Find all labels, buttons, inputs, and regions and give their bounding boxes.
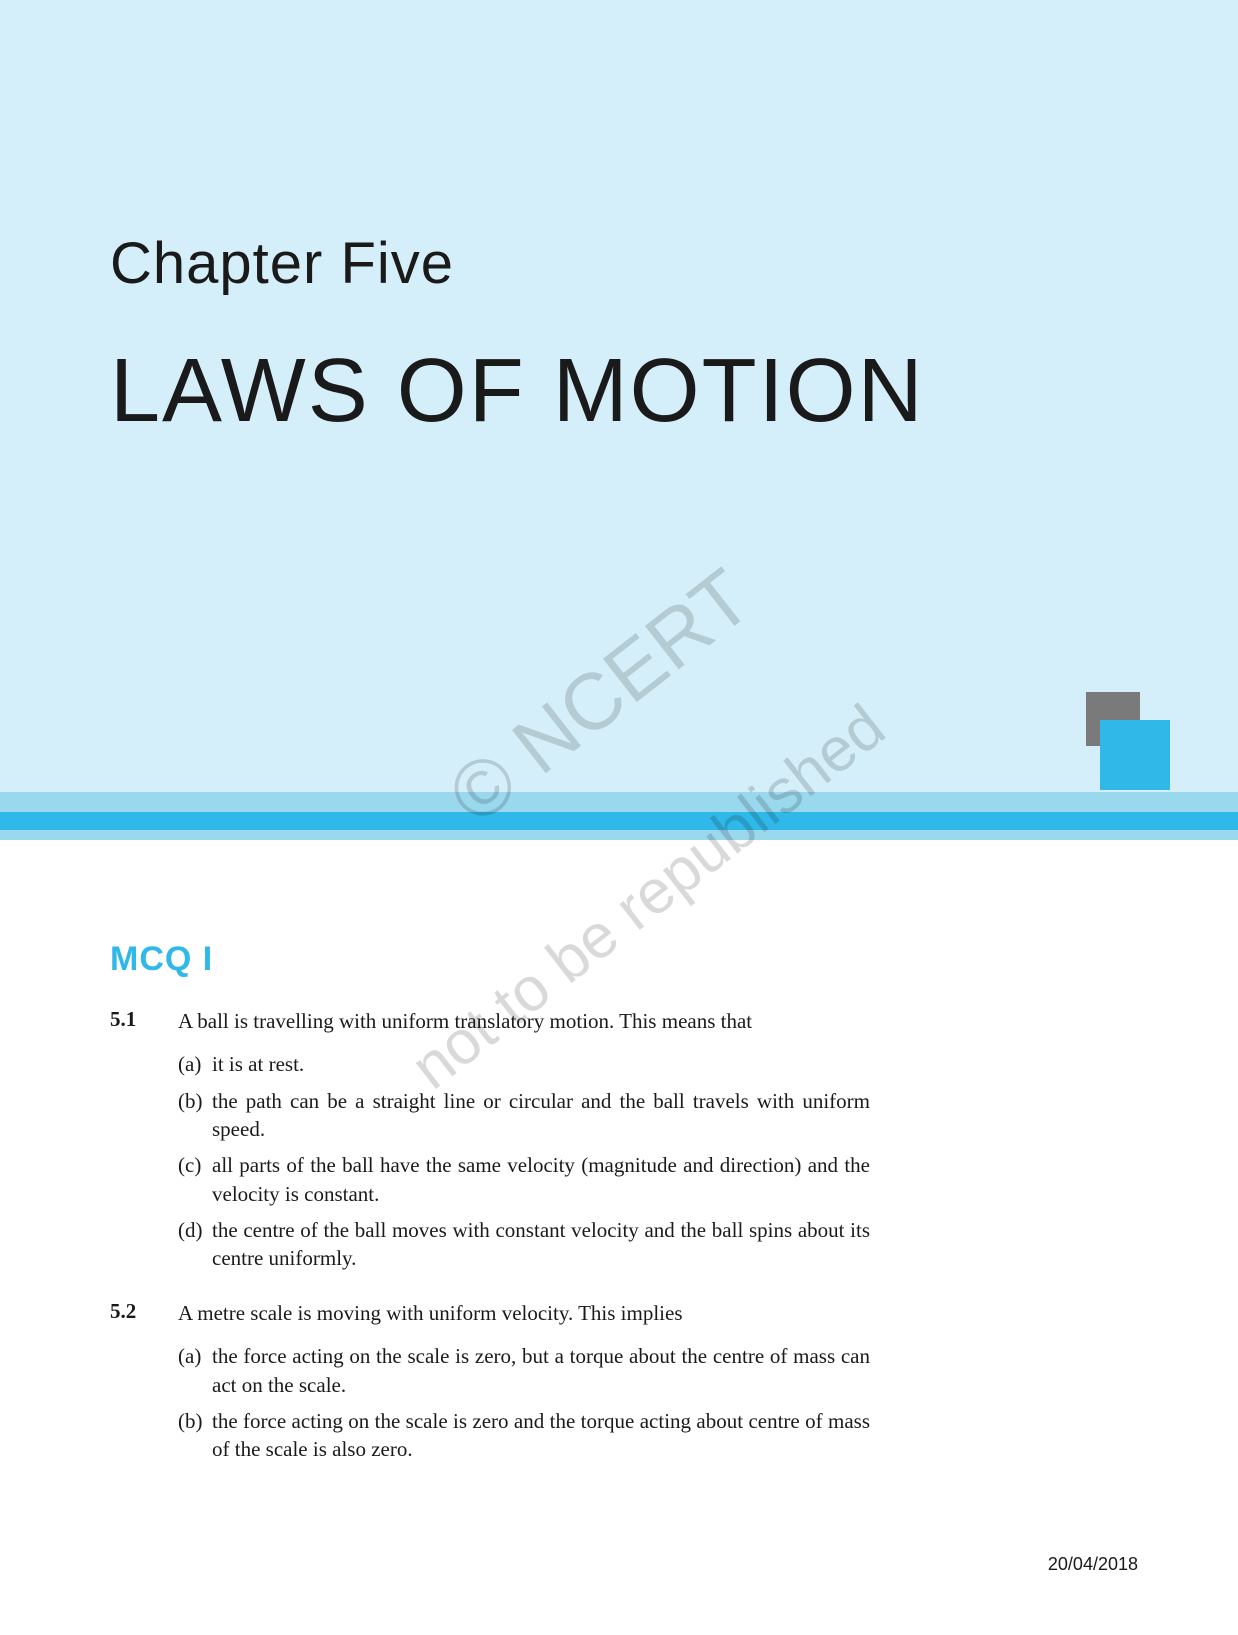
option-label: (a) xyxy=(178,1342,212,1399)
option: (b) the force acting on the scale is zer… xyxy=(178,1407,870,1464)
option-text: the centre of the ball moves with consta… xyxy=(212,1216,870,1273)
option-text: the force acting on the scale is zero an… xyxy=(212,1407,870,1464)
option: (d) the centre of the ball moves with co… xyxy=(178,1216,870,1273)
option-text: all parts of the ball have the same velo… xyxy=(212,1151,870,1208)
option: (a) the force acting on the scale is zer… xyxy=(178,1342,870,1399)
option-label: (a) xyxy=(178,1050,212,1078)
decorative-square-blue xyxy=(1100,720,1170,790)
question-stem: A metre scale is moving with uniform vel… xyxy=(178,1299,870,1328)
option-label: (b) xyxy=(178,1407,212,1464)
question-body: A metre scale is moving with uniform vel… xyxy=(178,1299,870,1472)
option: (a) it is at rest. xyxy=(178,1050,870,1078)
question-number: 5.2 xyxy=(110,1299,178,1472)
content-area: MCQ I 5.1 A ball is travelling with unif… xyxy=(110,940,870,1490)
option: (b) the path can be a straight line or c… xyxy=(178,1087,870,1144)
option-label: (b) xyxy=(178,1087,212,1144)
option-label: (d) xyxy=(178,1216,212,1273)
question-stem: A ball is travelling with uniform transl… xyxy=(178,1007,870,1036)
section-heading: MCQ I xyxy=(110,940,870,979)
option-text: the force acting on the scale is zero, b… xyxy=(212,1342,870,1399)
footer-date: 20/04/2018 xyxy=(1048,1554,1138,1575)
question-block: 5.2 A metre scale is moving with uniform… xyxy=(110,1299,870,1472)
question-body: A ball is travelling with uniform transl… xyxy=(178,1007,870,1281)
options-list: (a) the force acting on the scale is zer… xyxy=(178,1342,870,1463)
chapter-title: LAWS OF MOTION xyxy=(110,340,925,443)
divider-band-dark xyxy=(0,812,1238,830)
option: (c) all parts of the ball have the same … xyxy=(178,1151,870,1208)
option-label: (c) xyxy=(178,1151,212,1208)
option-text: the path can be a straight line or circu… xyxy=(212,1087,870,1144)
chapter-label: Chapter Five xyxy=(110,230,454,297)
options-list: (a) it is at rest. (b) the path can be a… xyxy=(178,1050,870,1272)
option-text: it is at rest. xyxy=(212,1050,870,1078)
question-block: 5.1 A ball is travelling with uniform tr… xyxy=(110,1007,870,1281)
question-number: 5.1 xyxy=(110,1007,178,1281)
